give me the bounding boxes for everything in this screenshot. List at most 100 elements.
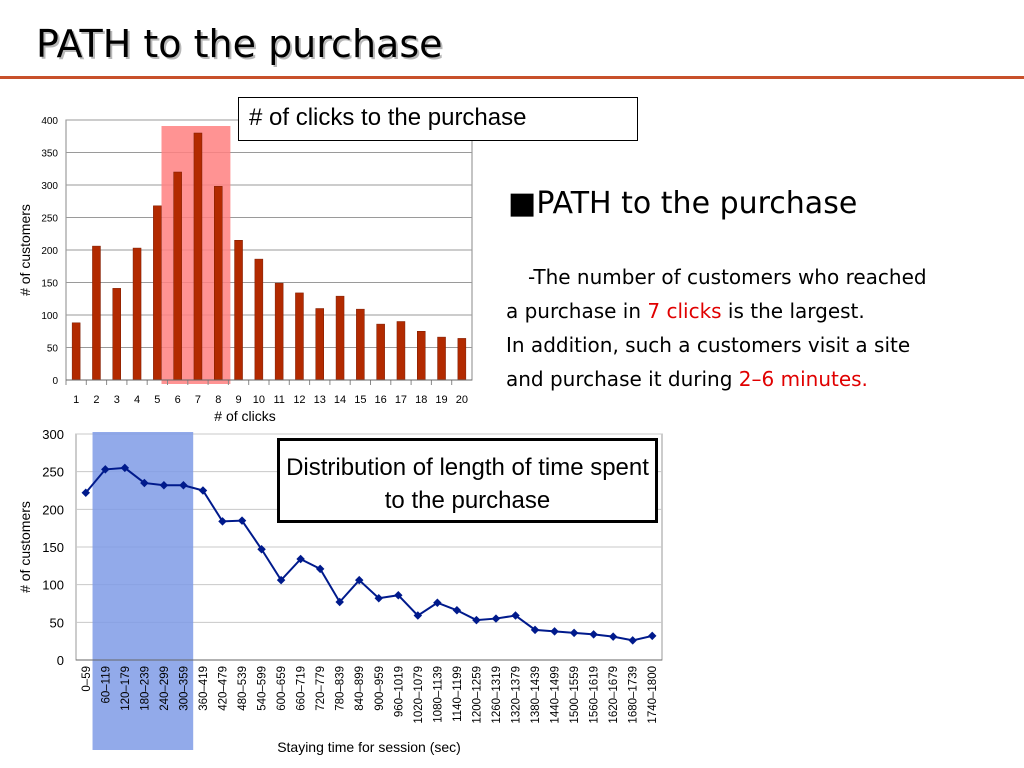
bar-y-tick-label: 0 (52, 376, 58, 387)
line-x-tick-label: 1440–1499 (550, 666, 562, 724)
bar-y-axis-title: # of customers (17, 204, 33, 296)
line-x-tick-label: 1020–1079 (413, 666, 425, 724)
bar-chart-title: # of clicks to the purchase (238, 97, 638, 141)
line-point-960–1019 (394, 590, 403, 600)
bar-8 (214, 186, 223, 381)
line-x-tick-label: 1560–1619 (589, 666, 601, 724)
description-line-1: -The number of customers who reached (528, 265, 927, 289)
line-point-1320–1379 (511, 611, 520, 620)
line-x-tick-label: 660–719 (296, 666, 308, 711)
line-y-tick-label: 100 (42, 578, 64, 593)
line-y-tick-label: 200 (42, 502, 64, 517)
bar-x-tick-label: 11 (273, 394, 284, 406)
bar-10 (254, 258, 264, 381)
bar-15 (356, 308, 365, 381)
bar-18 (417, 331, 426, 381)
line-x-tick-label: 1740–1800 (647, 666, 659, 724)
bar-x-tick-label: 5 (154, 394, 160, 406)
bar-9 (234, 240, 243, 381)
line-point-360–419 (198, 486, 208, 495)
bar-x-tick-label: 9 (235, 394, 241, 406)
bar-12 (295, 292, 304, 381)
bar-1 (71, 322, 81, 381)
bar-y-tick-label: 350 (41, 149, 58, 160)
line-point-1440–1499 (550, 627, 559, 636)
line-x-axis-title: Staying time for session (sec) (277, 739, 461, 755)
bar-x-tick-label: 20 (456, 394, 468, 406)
line-point-1740–1800 (647, 631, 657, 641)
line-x-tick-label: 1200–1259 (471, 666, 483, 724)
bar-14 (335, 295, 345, 381)
title-divider (0, 76, 1024, 79)
description-line-4: and purchase it during 2–6 minutes. (506, 362, 1016, 396)
line-chart-title: Distribution of length of time spent to … (277, 438, 658, 523)
bar-y-tick-label: 400 (41, 116, 58, 127)
line-x-tick-label: 960–1019 (393, 666, 405, 717)
line-point-540–599 (257, 545, 266, 554)
line-point-720–779 (315, 564, 325, 574)
line-point-60–119 (101, 465, 110, 474)
bar-x-tick-label: 7 (195, 394, 201, 406)
bar-16 (376, 323, 385, 381)
bar-y-tick-label: 50 (47, 344, 59, 355)
line-point-840–899 (354, 575, 364, 585)
bar-y-tick-label: 150 (41, 279, 58, 290)
bar-x-tick-label: 17 (395, 394, 407, 406)
line-x-tick-label: 420–479 (218, 666, 230, 711)
bar-x-tick-label: 10 (253, 394, 265, 406)
bar-y-tick-label: 250 (41, 214, 58, 225)
bar-7 (193, 132, 203, 381)
bar-2 (92, 245, 101, 381)
line-point-1500–1559 (569, 628, 579, 638)
description-heading-text: PATH to the purchase (536, 186, 858, 221)
line-point-780–839 (335, 597, 344, 607)
line-x-tick-label: 540–599 (257, 666, 269, 711)
bar-x-tick-label: 12 (293, 394, 305, 406)
line-point-660–719 (296, 554, 305, 564)
bar-x-tick-label: 15 (354, 394, 366, 406)
line-x-tick-label: 1680–1739 (628, 666, 640, 724)
line-x-tick-label: 180–239 (139, 666, 151, 711)
line-x-tick-label: 120–179 (120, 666, 132, 711)
bar-x-tick-label: 1 (73, 394, 79, 406)
line-x-tick-label: 1260–1319 (491, 666, 503, 724)
line-point-300–359 (179, 480, 188, 490)
bar-4 (132, 247, 142, 381)
bar-y-tick-label: 300 (41, 181, 58, 192)
bar-5 (153, 205, 162, 381)
line-y-tick-label: 0 (57, 653, 64, 668)
line-x-tick-label: 1080–1139 (432, 666, 444, 723)
slide-title: PATH to the purchase (36, 22, 443, 66)
bar-x-axis-title: # of clicks (214, 408, 275, 424)
line-x-tick-label: 840–899 (354, 666, 366, 711)
bar-13 (315, 308, 324, 381)
line-point-0–59 (81, 488, 91, 498)
line-x-tick-label: 780–839 (335, 666, 347, 711)
description-line-4-text: and purchase it during (506, 367, 739, 391)
line-y-tick-label: 250 (42, 465, 64, 480)
line-point-600–659 (276, 575, 286, 585)
line-x-tick-label: 900–959 (374, 666, 386, 711)
bar-x-tick-label: 18 (415, 394, 427, 406)
line-y-axis-title: # of customers (17, 501, 33, 593)
line-point-1020–1079 (413, 611, 423, 620)
bar-y-tick-label: 100 (41, 311, 58, 322)
line-point-1560–1619 (589, 630, 598, 639)
line-x-tick-label: 60–119 (100, 666, 112, 704)
line-x-tick-label: 480–539 (237, 666, 249, 711)
line-y-tick-label: 300 (42, 427, 64, 442)
bar-6 (173, 171, 182, 381)
bar-x-tick-label: 3 (114, 394, 120, 406)
bar-x-tick-label: 19 (435, 394, 447, 406)
line-x-tick-label: 360–419 (198, 666, 210, 711)
line-x-tick-label: 1320–1379 (511, 666, 523, 724)
description-line-2-end: is the largest. (721, 299, 865, 323)
line-x-tick-label: 300–359 (178, 666, 190, 711)
minutes-emphasis: 2–6 minutes. (738, 367, 868, 391)
line-x-tick-label: 1380–1439 (530, 666, 542, 724)
bullet-icon: ■ (508, 186, 537, 221)
bar-3 (112, 288, 121, 381)
description-line-2-text: a purchase in (506, 299, 648, 323)
bar-20 (457, 338, 467, 381)
line-x-tick-label: 600–659 (276, 666, 288, 711)
